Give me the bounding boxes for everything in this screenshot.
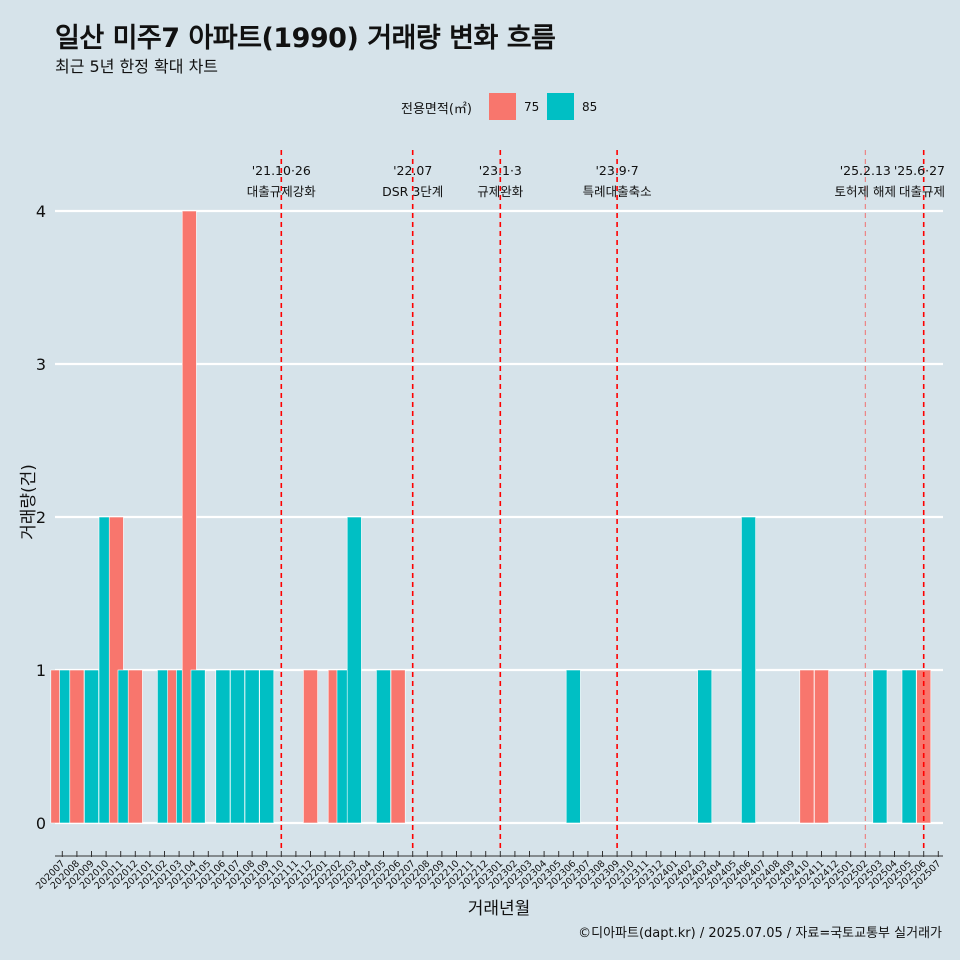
y-tick-label: 4 (36, 202, 46, 221)
bar-202203-85 (346, 516, 362, 824)
bar-202503-85 (872, 669, 888, 824)
y-tick-label: 1 (36, 661, 46, 680)
bar-202403-85 (697, 669, 713, 824)
event-date: '23.1·3 (479, 163, 522, 178)
bar-202012-75 (127, 669, 143, 824)
bar-202106-85 (215, 669, 231, 824)
event-date: '21.10·26 (252, 163, 311, 178)
bar-202107-85 (230, 669, 245, 824)
legend-label-85: 85 (582, 100, 598, 114)
caption: ©디아파트(dapt.kr) / 2025.07.05 / 자료=국토교통부 실… (578, 926, 942, 941)
legend-key-85 (547, 93, 574, 120)
chart-title: 일산 미주7 아파트(1990) 거래량 변화 흐름 (55, 23, 556, 54)
bar-202411-75 (814, 669, 829, 824)
event-date: '22.07 (393, 163, 432, 178)
bar-202406-85 (741, 516, 756, 824)
event-date: '23.9·7 (595, 163, 638, 178)
event-date: '25.6·27 (894, 163, 945, 178)
y-axis-title: 거래량(건) (19, 464, 39, 540)
bar-202206-75 (390, 669, 406, 824)
bar-202109-85 (259, 669, 275, 824)
bar-202009-85 (84, 669, 99, 824)
event-label: 토허제 해제 (835, 184, 896, 199)
legend-title: 전용면적(㎡) (401, 102, 472, 117)
event-label: DSR 3단계 (382, 184, 443, 199)
y-tick-label: 2 (36, 508, 46, 527)
x-axis-title: 거래년월 (468, 899, 531, 919)
y-tick-label: 0 (36, 814, 46, 833)
legend-label-75: 75 (524, 100, 540, 114)
event-label: 규제완화 (477, 184, 524, 199)
chart-subtitle: 최근 5년 한정 확대 차트 (55, 57, 219, 76)
event-label: 대출규제 (899, 184, 945, 199)
bar-202108-85 (244, 669, 260, 824)
legend-key-75 (489, 93, 516, 120)
bar-202112-75 (303, 669, 318, 824)
bar-202205-85 (376, 669, 391, 824)
bar-202306-85 (565, 669, 581, 824)
bar-202104-85 (190, 669, 206, 824)
event-date: '25.2.13 (840, 163, 891, 178)
legend: 전용면적(㎡) 75 85 (0, 93, 960, 121)
event-label: 특례대출축소 (583, 184, 652, 199)
bar-202505-85 (901, 669, 917, 824)
bar-202410-75 (799, 669, 815, 824)
bar-202008-75 (69, 669, 85, 824)
y-tick-label: 3 (36, 355, 46, 374)
event-label: 대출규제강화 (247, 184, 317, 199)
